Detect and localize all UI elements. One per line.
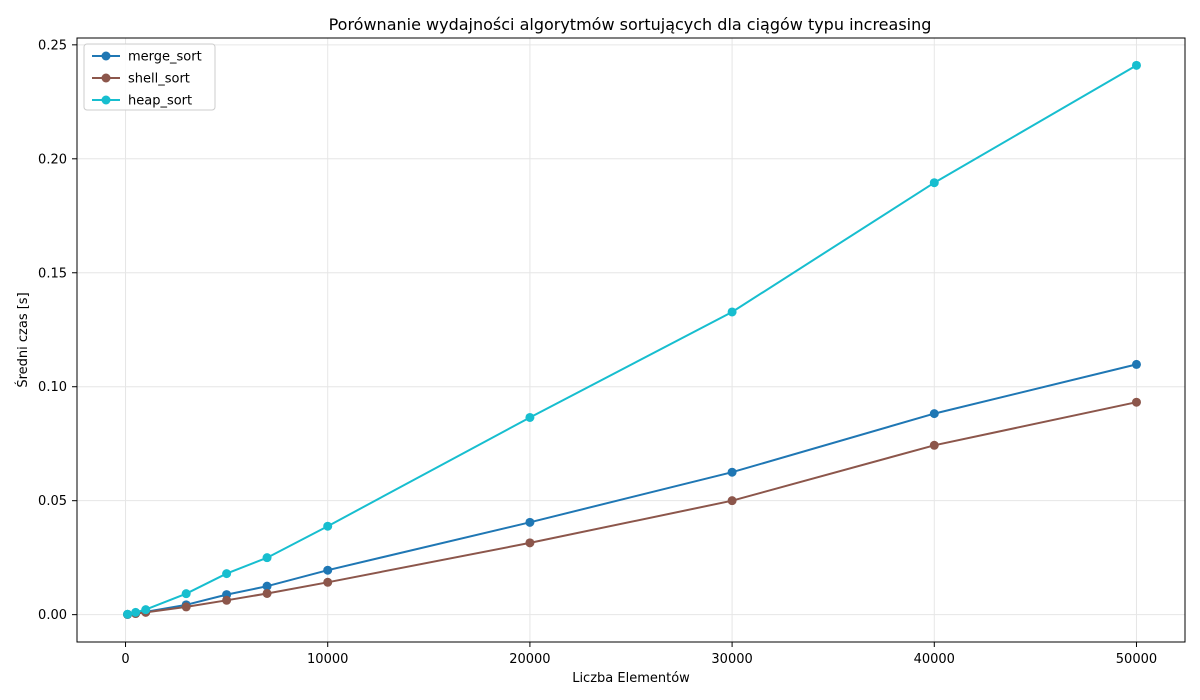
data-point [1131, 397, 1141, 407]
grid [77, 38, 1185, 642]
data-point [141, 605, 151, 615]
y-tick-label: 0.10 [38, 380, 67, 395]
data-point [222, 595, 232, 605]
legend-item: shell_sort [92, 72, 190, 87]
data-point [262, 553, 272, 563]
data-point [323, 521, 333, 531]
data-point [123, 609, 133, 619]
y-tick-label: 0.20 [38, 152, 67, 167]
y-tick-label: 0.05 [38, 494, 67, 509]
chart-title: Porównanie wydajności algorytmów sortują… [329, 15, 932, 34]
legend-label: merge_sort [128, 50, 202, 65]
data-point [525, 412, 535, 422]
y-tick-label: 0.00 [38, 608, 67, 623]
legend-box [83, 43, 216, 111]
legend: merge_sort shell_sort heap_sort [83, 43, 216, 111]
legend-swatch-marker [101, 51, 111, 61]
series-merge_sort [123, 359, 1141, 619]
series-shell_sort [123, 397, 1141, 619]
x-axis-label: Liczba Elementów [572, 671, 690, 686]
legend-label: heap_sort [128, 94, 192, 109]
legend-swatch-marker [101, 95, 111, 105]
legend-label: shell_sort [128, 72, 190, 87]
x-axis: 0 10000 20000 30000 40000 50000 [121, 642, 1157, 667]
x-tick-label: 50000 [1116, 652, 1157, 667]
data-point [1131, 60, 1141, 70]
data-point [1131, 359, 1141, 369]
series-line [127, 64, 1138, 616]
data-point [727, 467, 737, 477]
legend-item: merge_sort [92, 50, 202, 65]
y-tick-label: 0.25 [38, 38, 67, 53]
data-point [323, 565, 333, 575]
data-point [131, 607, 141, 617]
data-point [262, 581, 272, 591]
legend-item: heap_sort [92, 94, 192, 109]
data-point [222, 569, 232, 579]
x-tick-label: 30000 [711, 652, 752, 667]
data-point [929, 409, 939, 419]
y-axis-label: Średni czas [s] [15, 292, 31, 387]
x-tick-label: 40000 [914, 652, 955, 667]
data-point [181, 589, 191, 599]
data-point [323, 577, 333, 587]
data-point [727, 496, 737, 506]
data-point [929, 440, 939, 450]
x-tick-label: 0 [121, 652, 129, 667]
data-point [525, 517, 535, 527]
x-tick-label: 10000 [307, 652, 348, 667]
y-axis: 0.00 0.05 0.10 0.15 0.20 0.25 [38, 38, 77, 623]
data-point [262, 588, 272, 598]
series-layer [123, 60, 1141, 619]
data-point [727, 307, 737, 317]
y-tick-label: 0.15 [38, 266, 67, 281]
data-point [929, 178, 939, 188]
data-point [525, 538, 535, 548]
series-heap_sort [123, 60, 1141, 619]
x-tick-label: 20000 [509, 652, 550, 667]
data-point [181, 602, 191, 612]
legend-swatch-marker [101, 73, 111, 83]
plot-area-frame [76, 37, 1186, 643]
series-line [127, 363, 1137, 616]
